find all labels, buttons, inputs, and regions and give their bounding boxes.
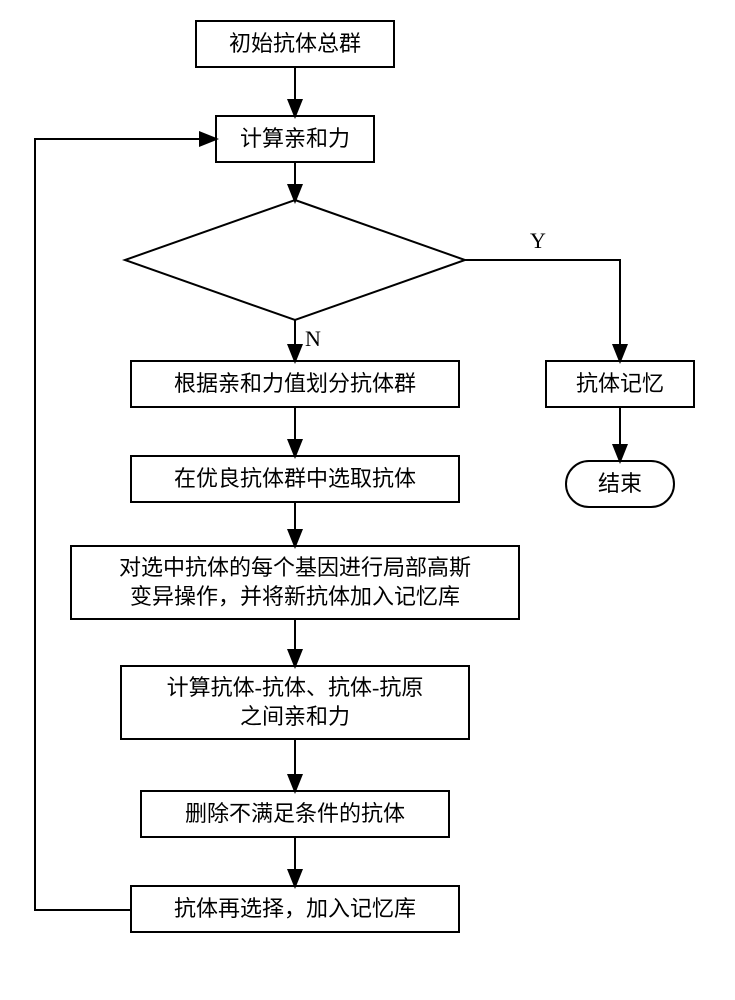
node-divide: 根据亲和力值划分抗体群 bbox=[130, 360, 460, 408]
node-label: 抗体记忆 bbox=[576, 370, 664, 399]
node-label: 计算抗体-抗体、抗体-抗原 之间亲和力 bbox=[167, 674, 424, 731]
node-start: 初始抗体总群 bbox=[195, 20, 395, 68]
node-affinity: 计算抗体-抗体、抗体-抗原 之间亲和力 bbox=[120, 665, 470, 740]
node-select: 在优良抗体群中选取抗体 bbox=[130, 455, 460, 503]
node-label: 初始抗体总群 bbox=[229, 30, 361, 59]
node-label: 抗体再选择，加入记忆库 bbox=[174, 895, 416, 924]
node-label: 结束 bbox=[598, 470, 642, 499]
node-label: 计算亲和力 bbox=[240, 125, 350, 154]
node-label: 在优良抗体群中选取抗体 bbox=[174, 465, 416, 494]
label-no: N bbox=[305, 326, 321, 352]
node-decision: 是否满足终止条件 bbox=[155, 246, 435, 278]
node-end: 结束 bbox=[565, 460, 675, 508]
node-label: 根据亲和力值划分抗体群 bbox=[174, 370, 416, 399]
node-calc: 计算亲和力 bbox=[215, 115, 375, 163]
decision-shape bbox=[125, 200, 465, 320]
node-delete: 删除不满足条件的抗体 bbox=[140, 790, 450, 838]
node-label: 对选中抗体的每个基因进行局部高斯 变异操作，并将新抗体加入记忆库 bbox=[119, 554, 471, 611]
node-memory: 抗体记忆 bbox=[545, 360, 695, 408]
node-mutate: 对选中抗体的每个基因进行局部高斯 变异操作，并将新抗体加入记忆库 bbox=[70, 545, 520, 620]
label-yes: Y bbox=[530, 228, 546, 254]
node-label: 是否满足终止条件 bbox=[207, 251, 383, 276]
node-reselect: 抗体再选择，加入记忆库 bbox=[130, 885, 460, 933]
node-label: 删除不满足条件的抗体 bbox=[185, 800, 405, 829]
